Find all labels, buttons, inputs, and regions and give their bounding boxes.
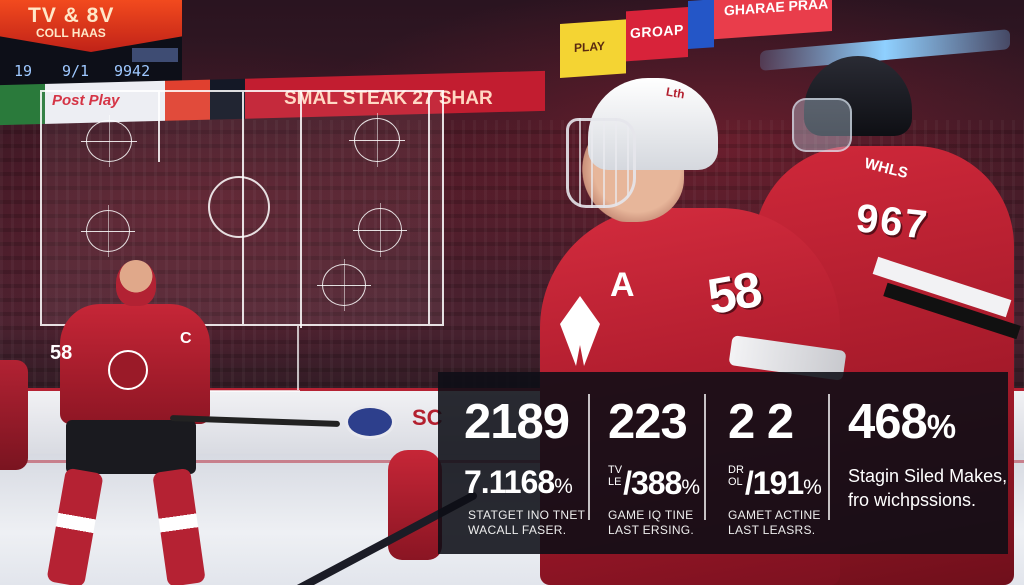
stat-divider: [828, 394, 830, 520]
jersey-number: 967: [853, 196, 931, 248]
faceoff-circle: [349, 113, 405, 167]
stats-panel: 2189 7.1168% STATGET INO TNET WACALL FAS…: [438, 372, 1008, 554]
banner-yellow-panel: PLAY: [560, 19, 626, 78]
rink-line-stub: [158, 92, 160, 162]
player-head: [116, 260, 156, 306]
stat-big-number: 468: [848, 395, 928, 449]
stat-caption: STATGET INO TNET WACALL FASER.: [468, 508, 586, 537]
player-left: C 58: [30, 260, 210, 585]
jumbotron-number: 9/1: [62, 62, 90, 80]
rink-diagram-overlay: [40, 90, 444, 328]
stat-percent-value: TV LE/388%: [608, 464, 700, 502]
jumbotron: TV & 8V COLL HAAS 19 9/1 9942: [0, 0, 182, 88]
stat-big-value: 223: [608, 395, 688, 449]
ribbon-banner-text: SMAL STEAK 27 SHAR: [284, 88, 493, 109]
stat-percent-number: /388: [623, 465, 682, 501]
jersey-logo: [108, 350, 148, 390]
faceoff-circle: [81, 115, 137, 167]
percent-sign: %: [926, 408, 956, 445]
captain-letter: C: [180, 330, 192, 347]
stat-percent-number: /191: [744, 465, 804, 501]
boards-ad-logo: [345, 405, 395, 439]
rink-goal-line: [428, 92, 430, 324]
edge-player: [0, 360, 28, 470]
jumbotron-number: 9942: [114, 62, 151, 80]
player-helmet: [804, 56, 912, 136]
stat-percent-value: 7.1168%: [464, 464, 573, 501]
jersey-number: 58: [703, 260, 765, 326]
stat-big-value: 468%: [848, 394, 956, 450]
stat-prefix: DR OL: [728, 464, 744, 488]
jumbotron-subtitle: COLL HAAS: [36, 26, 106, 40]
stat-caption: GAME IQ TINE LAST ERSING.: [608, 508, 695, 537]
banner-blue-panel: [688, 0, 714, 50]
faceoff-circle: [317, 259, 371, 311]
player-leg: [46, 467, 104, 585]
percent-sign: %: [554, 475, 573, 498]
percent-sign: %: [681, 476, 700, 499]
alternate-letter: A: [610, 266, 635, 304]
player-visor: [792, 98, 852, 152]
stat-divider: [588, 394, 590, 520]
player-shorts: [66, 420, 196, 474]
banner-yellow-text: PLAY: [574, 38, 605, 56]
percent-sign: %: [803, 476, 822, 499]
player-leg: [152, 467, 206, 585]
player-face-cage: [566, 118, 636, 208]
stat-big-value: 2 2: [728, 395, 794, 449]
faceoff-circle: [81, 205, 135, 257]
jumbotron-number: 19: [14, 62, 33, 80]
stat-caption: GAMET ACTINE LAST LEASRS.: [728, 508, 821, 537]
player-glove: [388, 450, 442, 560]
stat-description: Stagin Siled Makes, fro wichpssions.: [848, 466, 1008, 510]
center-ice-circle: [208, 176, 270, 238]
sleeve-number: 58: [50, 342, 73, 364]
rink-diagram-extension: [297, 326, 299, 390]
jumbotron-title: TV & 8V: [28, 4, 115, 27]
ribbon-brand: Post Play: [52, 92, 120, 109]
helmet-text: Lth: [664, 84, 686, 102]
jumbotron-label: [132, 48, 178, 62]
stat-prefix: TV LE: [608, 464, 623, 488]
stat-divider: [704, 394, 706, 520]
stat-percent-number: 7.1168: [464, 464, 555, 500]
faceoff-circle: [353, 203, 407, 257]
rink-blue-line: [300, 92, 302, 328]
stat-big-value: 2189: [464, 395, 570, 449]
stat-percent-value: DR OL/191%: [728, 464, 822, 502]
boards-ad-text: SC: [412, 405, 443, 430]
